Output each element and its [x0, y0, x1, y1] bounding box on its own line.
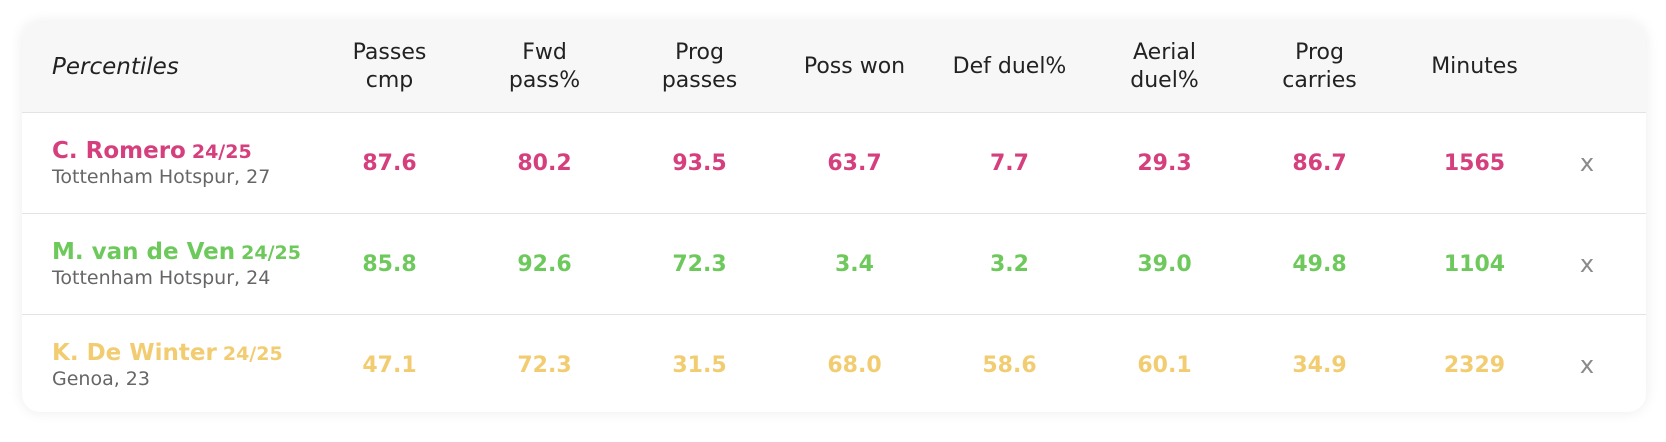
player-team-age: Tottenham Hotspur, 27 [52, 165, 271, 188]
remove-cell: x [1552, 149, 1622, 177]
stat-prog-carries: 86.7 [1292, 150, 1347, 176]
stat-passes-cmp: 85.8 [362, 251, 417, 277]
stat-minutes: 1565 [1443, 150, 1506, 176]
player-name: K. De Winter 24/25 [52, 340, 312, 367]
stat-poss-won: 68.0 [827, 352, 882, 378]
header-title-cell: Percentiles [22, 54, 312, 80]
table-row: K. De Winter 24/25 Genoa, 23 47.1 72.3 31… [22, 315, 1646, 412]
stat-minutes: 1104 [1443, 251, 1506, 277]
player-name: M. van de Ven 24/25 [52, 239, 312, 266]
player-team-age: Tottenham Hotspur, 24 [52, 266, 271, 289]
stat-fwd-pass: 72.3 [517, 352, 572, 378]
remove-cell: x [1552, 250, 1622, 278]
player-season: 24/25 [241, 241, 301, 264]
stat-fwd-pass: 80.2 [517, 150, 572, 176]
stat-prog-carries: 49.8 [1292, 251, 1347, 277]
player-name-text: C. Romero [52, 137, 186, 164]
player-name-text: K. De Winter [52, 339, 217, 366]
remove-player-button[interactable]: x [1579, 149, 1595, 177]
stat-def-duel: 3.2 [990, 251, 1029, 277]
stat-aerial-duel: 60.1 [1137, 352, 1192, 378]
table-row: M. van de Ven 24/25 Tottenham Hotspur, 24… [22, 214, 1646, 315]
stat-poss-won: 3.4 [835, 251, 874, 277]
player-season: 24/25 [222, 342, 283, 365]
header-def-duel: Def duel% [952, 54, 1067, 79]
header-passes-cmp: Passes cmp [352, 40, 427, 93]
table-header: Percentiles Passes cmp Fwd pass% Prog pa… [22, 22, 1646, 113]
header-aerial-duel: Aerial duel% [1130, 40, 1199, 93]
player-cell: M. van de Ven 24/25 Tottenham Hotspur, 24 [22, 239, 312, 290]
player-team-age: Genoa, 23 [52, 367, 150, 390]
remove-player-button[interactable]: x [1579, 351, 1595, 379]
stat-passes-cmp: 47.1 [362, 352, 417, 378]
stat-aerial-duel: 29.3 [1137, 150, 1192, 176]
player-cell: K. De Winter 24/25 Genoa, 23 [22, 340, 312, 391]
remove-cell: x [1552, 351, 1622, 379]
header-fwd-pass: Fwd pass% [508, 40, 581, 93]
table-title: Percentiles [52, 54, 179, 80]
stat-prog-passes: 31.5 [672, 352, 727, 378]
stat-aerial-duel: 39.0 [1137, 251, 1192, 277]
player-name: C. Romero 24/25 [52, 138, 312, 165]
player-cell: C. Romero 24/25 Tottenham Hotspur, 27 [22, 138, 312, 189]
stat-passes-cmp: 87.6 [362, 150, 417, 176]
stat-prog-passes: 72.3 [672, 251, 727, 277]
percentiles-table: Percentiles Passes cmp Fwd pass% Prog pa… [22, 22, 1646, 412]
stat-prog-carries: 34.9 [1292, 352, 1347, 378]
stat-prog-passes: 93.5 [672, 150, 727, 176]
header-prog-carries: Prog carries [1282, 40, 1357, 93]
player-name-text: M. van de Ven [52, 238, 236, 265]
stat-fwd-pass: 92.6 [517, 251, 572, 277]
stat-def-duel: 7.7 [990, 150, 1029, 176]
header-minutes: Minutes [1431, 54, 1518, 79]
header-poss-won: Poss won [803, 54, 906, 79]
header-prog-passes: Prog passes [661, 40, 738, 93]
stat-minutes: 2329 [1443, 352, 1506, 378]
stat-poss-won: 63.7 [827, 150, 882, 176]
remove-player-button[interactable]: x [1579, 250, 1595, 278]
table-row: C. Romero 24/25 Tottenham Hotspur, 27 87.… [22, 113, 1646, 214]
player-season: 24/25 [191, 140, 252, 163]
stat-def-duel: 58.6 [982, 352, 1037, 378]
